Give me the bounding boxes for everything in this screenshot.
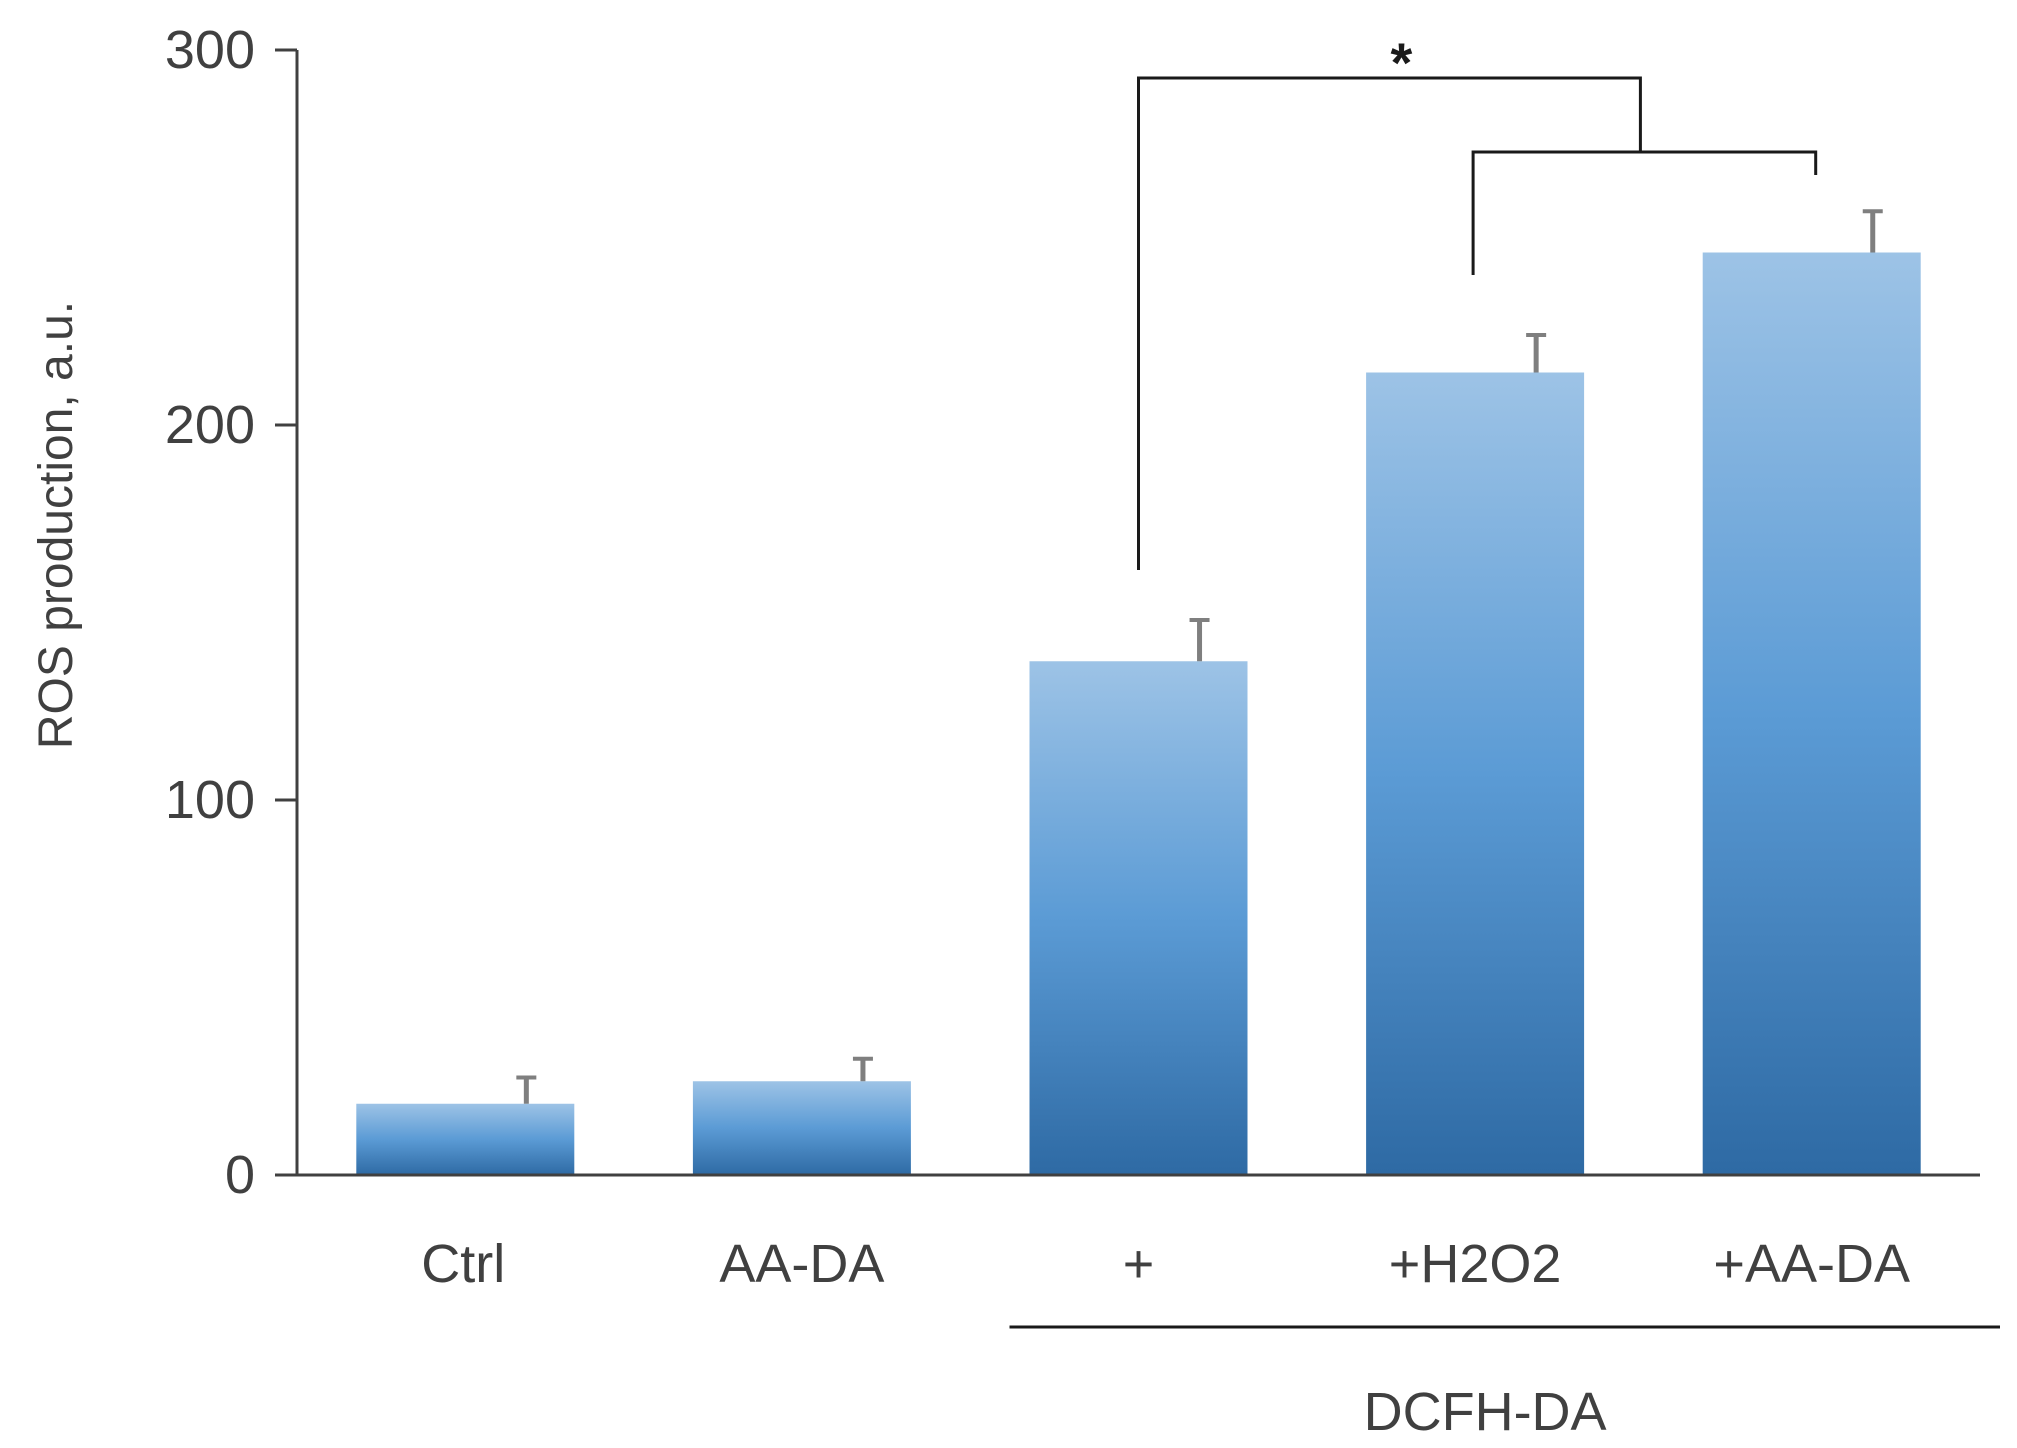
significance-outer-bracket (1137, 76, 1642, 570)
y-tick-label-300: 300 (165, 20, 255, 80)
x-tick-label-3: +H2O2 (1389, 1234, 1562, 1294)
bar-Ctrl (356, 1103, 575, 1175)
x-tick-label-2: + (1123, 1234, 1155, 1294)
bar-+H2O2 (1366, 372, 1585, 1175)
bar-+ (1029, 661, 1248, 1175)
group-label: DCFH-DA (1364, 1382, 1607, 1442)
y-tick-label-0: 0 (225, 1145, 255, 1205)
y-tick-label-200: 200 (165, 395, 255, 455)
significance-inner-bracket (1471, 150, 1818, 275)
bar-AA-DA (692, 1081, 911, 1175)
y-tick-label-100: 100 (165, 770, 255, 830)
significance-layer: * (1137, 31, 1818, 570)
x-tick-label-4: +AA-DA (1713, 1234, 1910, 1294)
significance-star: * (1391, 31, 1413, 94)
x-tick-label-1: AA-DA (719, 1234, 884, 1294)
bar-+AA-DA (1702, 252, 1921, 1175)
error-bars-layer (516, 209, 1883, 1104)
x-tick-label-0: Ctrl (421, 1234, 505, 1294)
y-axis-title: ROS production, a.u. (30, 301, 83, 749)
bars-layer (356, 252, 1921, 1175)
axes-layer: 0 100 200 300 Ctrl AA-DA + +H2O2 +AA-DA (165, 20, 1980, 1294)
